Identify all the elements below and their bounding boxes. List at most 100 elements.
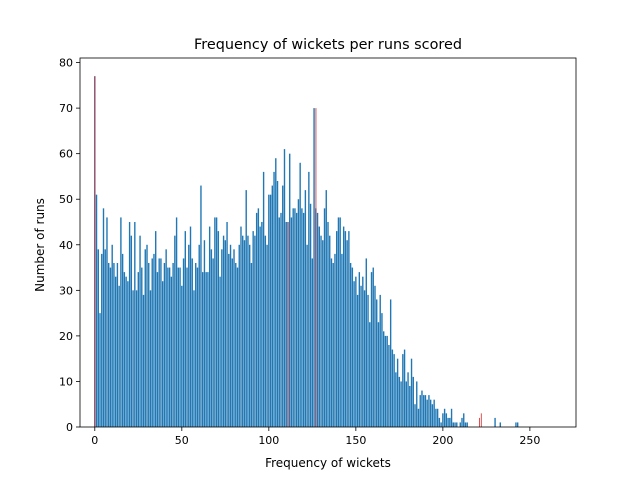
y-tick-label: 40 — [59, 239, 73, 252]
bar — [221, 249, 223, 427]
bar — [149, 290, 152, 427]
bar — [104, 249, 106, 427]
bar — [316, 212, 319, 427]
bar — [309, 203, 312, 427]
bar — [114, 276, 117, 427]
bar — [236, 267, 239, 427]
bar — [353, 281, 355, 427]
bar — [142, 294, 145, 427]
bar — [344, 231, 347, 427]
bar — [196, 267, 199, 427]
bar — [363, 290, 366, 427]
bars-layer — [94, 76, 519, 428]
bar — [243, 240, 246, 427]
bar — [165, 249, 167, 427]
bar — [379, 294, 381, 427]
bar — [456, 422, 458, 427]
bar — [155, 231, 157, 427]
bar — [132, 290, 134, 427]
bar — [158, 258, 160, 427]
bar — [302, 212, 305, 427]
bar — [337, 217, 340, 427]
x-tick-label: 100 — [258, 434, 279, 447]
bar — [407, 372, 409, 427]
bar — [151, 258, 153, 427]
x-tick-label: 50 — [175, 434, 189, 447]
bar — [276, 181, 279, 427]
y-tick-label: 0 — [66, 421, 73, 434]
bar — [461, 417, 463, 427]
bar — [429, 399, 432, 427]
bar — [431, 404, 434, 427]
bar — [148, 263, 150, 427]
bar — [403, 349, 406, 427]
bar — [168, 267, 171, 427]
bar — [325, 190, 327, 427]
bar — [435, 408, 437, 427]
axes-layer: 0 50 100 150 200 250 0 10 20 30 40 50 60 70 80 — [59, 57, 577, 447]
bar — [336, 231, 338, 427]
bar — [97, 249, 99, 427]
bar — [108, 263, 110, 427]
bar — [233, 249, 235, 427]
bar — [299, 162, 301, 427]
bar — [389, 299, 392, 427]
bar — [128, 222, 131, 427]
bar — [449, 417, 451, 427]
bar — [210, 249, 213, 427]
bar — [452, 422, 454, 427]
y-axis-label: Number of runs — [33, 198, 47, 292]
bar — [269, 194, 272, 427]
bar — [167, 267, 169, 427]
bar — [163, 263, 166, 427]
bar — [377, 322, 380, 427]
y-tick-label: 70 — [59, 102, 73, 115]
bar — [205, 272, 207, 427]
bar — [391, 349, 394, 427]
bar — [438, 417, 441, 427]
bar — [339, 217, 341, 427]
bar — [175, 217, 178, 427]
bar — [499, 422, 501, 427]
bar — [245, 190, 247, 427]
bar — [351, 267, 354, 427]
bar — [322, 240, 324, 427]
bar — [323, 208, 326, 427]
bar — [426, 399, 428, 427]
bar — [123, 272, 126, 427]
y-tick-label: 60 — [59, 148, 73, 161]
bar — [273, 171, 275, 427]
bar — [356, 294, 359, 427]
bar — [381, 313, 383, 427]
bar — [219, 276, 221, 427]
bar — [109, 267, 112, 427]
bar — [342, 226, 345, 427]
bar — [290, 217, 293, 427]
bar — [106, 217, 108, 427]
bar — [297, 199, 300, 427]
bar — [494, 417, 496, 427]
bar — [402, 354, 404, 427]
plot-frame — [79, 57, 577, 428]
x-tick-label: 0 — [91, 434, 98, 447]
bar — [410, 358, 413, 427]
bar — [295, 212, 298, 427]
bar — [285, 222, 287, 427]
bar — [327, 222, 329, 427]
bar — [320, 235, 322, 427]
bar — [459, 422, 461, 427]
bar — [304, 190, 307, 427]
bar — [146, 244, 148, 427]
bar — [207, 272, 209, 427]
chart-title: Frequency of wickets per runs scored — [194, 37, 462, 53]
bar — [121, 253, 124, 427]
bar — [139, 235, 141, 427]
bar — [396, 358, 399, 427]
bar — [362, 276, 364, 427]
bar — [308, 171, 310, 427]
bar — [195, 263, 197, 427]
bar — [99, 313, 101, 427]
bar — [416, 381, 418, 427]
highlighted-bar — [287, 222, 289, 427]
